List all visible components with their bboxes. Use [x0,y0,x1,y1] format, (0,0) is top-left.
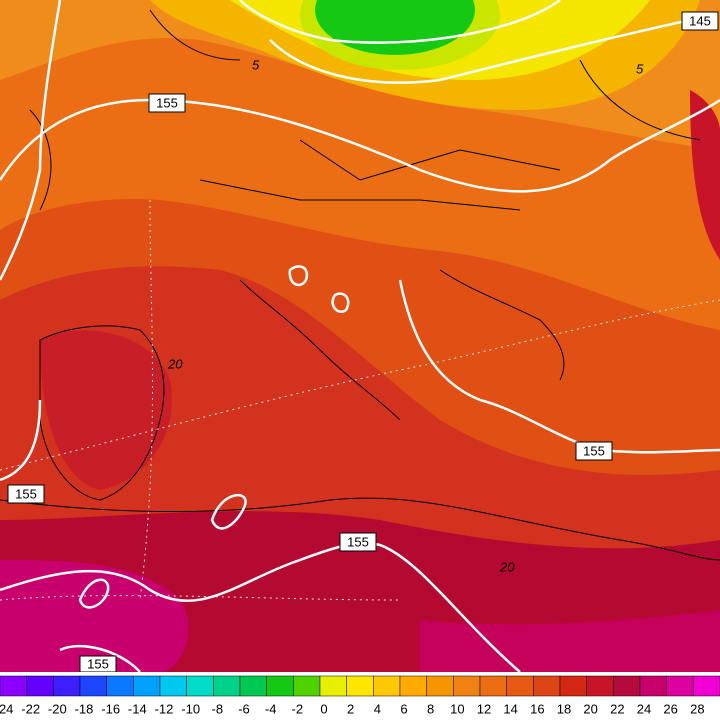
colorbar-swatch [0,675,27,697]
colorbar-label: -22 [21,701,40,716]
colorbar-swatch [53,675,81,697]
colorbar-label: 12 [477,701,491,716]
colorbar-swatch [533,675,561,697]
colorbar-swatch [186,675,214,697]
colorbar-label: -16 [101,701,120,716]
colorbar: -24-22-20-18-16-14-12-10-8-6-4-202468101… [0,672,720,720]
contour-label-text: 145 [689,13,711,28]
colorbar-label: 4 [374,701,381,716]
colorbar-swatch [506,675,534,697]
colorbar-swatch [426,675,454,697]
colorbar-swatch [346,675,374,697]
colorbar-label: 24 [637,701,651,716]
contour-label-text: 155 [583,443,605,458]
contour-label-text: 20 [499,559,515,574]
colorbar-label: 28 [690,701,704,716]
colorbar-swatch [479,675,507,697]
colorbar-swatch [399,675,427,697]
contour-label: 155 [79,655,117,673]
colorbar-label: -14 [128,701,147,716]
colorbar-label: -24 [0,701,13,716]
colorbar-label: -10 [181,701,200,716]
colorbar-label: 14 [503,701,517,716]
colorbar-label: 18 [557,701,571,716]
colorbar-label: 22 [610,701,624,716]
dotted-contours [0,199,720,601]
colorbar-label: -18 [75,701,94,716]
colorbar-label: 10 [450,701,464,716]
colorbar-swatch [159,675,187,697]
colorbar-label: 2 [347,701,354,716]
contour-label: 155 [339,532,377,552]
colorbar-swatch [373,675,401,697]
coastlines [0,9,720,561]
colorbar-label: -12 [155,701,174,716]
contour-label-text: 5 [252,57,260,72]
colorbar-swatch [26,675,54,697]
colorbar-label: -2 [292,701,304,716]
colorbar-swatch [239,675,267,697]
contour-label: 155 [7,484,45,504]
colorbar-label: 0 [320,701,327,716]
colorbar-swatch [266,675,294,697]
contour-label-text: 155 [156,95,178,110]
colorbar-label: 20 [583,701,597,716]
contour-label-text: 5 [636,61,644,76]
colorbar-swatch [613,675,641,697]
contour-label-text: 20 [167,356,183,371]
colorbar-label: -20 [48,701,67,716]
contour-label: 155 [575,441,613,461]
colorbar-swatch [639,675,667,697]
colorbar-swatch [693,675,720,697]
colorbar-swatch [79,675,107,697]
colorbar-swatch [559,675,587,697]
map-field [0,0,720,672]
contour-label-text: 155 [347,534,369,549]
colorbar-label: 26 [663,701,677,716]
colorbar-label: 6 [400,701,407,716]
colorbar-label: 8 [427,701,434,716]
contour-label-text: 155 [87,656,109,671]
colorbar-swatch [319,675,347,697]
colorbar-swatch [666,675,694,697]
colorbar-swatch [586,675,614,697]
colorbar-swatch [213,675,241,697]
contour-label-text: 155 [15,486,37,501]
colorbar-label: -4 [265,701,277,716]
contour-label: 155 [148,93,186,113]
colorbar-label: 16 [530,701,544,716]
colorbar-label: -8 [212,701,224,716]
colorbar-swatch [453,675,481,697]
height-contours [0,0,720,609]
colorbar-label: -6 [238,701,250,716]
contour-labels: 145 155 155 155 155 155 5 5 20 20 [7,11,719,673]
contour-label: 145 [681,11,719,31]
colorbar-swatch [106,675,134,697]
colorbar-swatch [293,675,321,697]
colorbar-swatch [133,675,161,697]
